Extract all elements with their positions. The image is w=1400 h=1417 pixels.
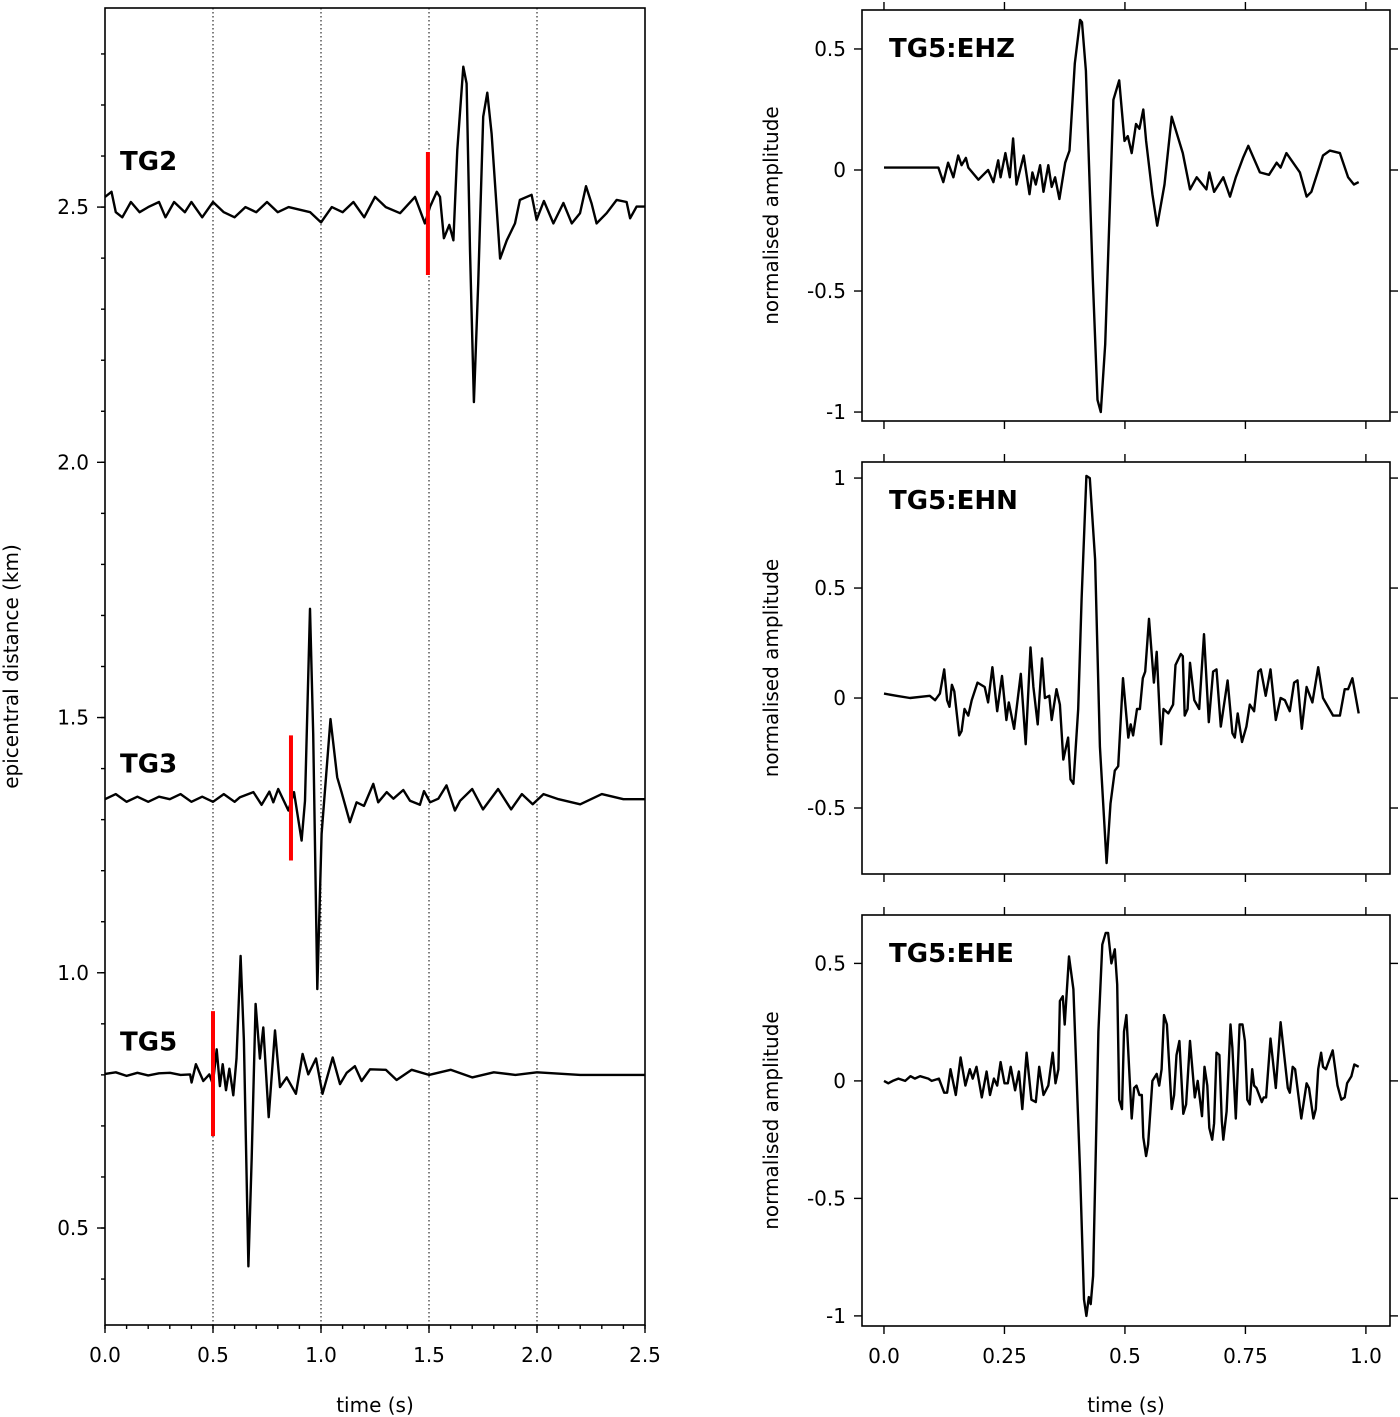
y-tick-label: 0 [833, 686, 846, 710]
x-tick-label: 2.5 [629, 1343, 661, 1367]
y-tick-label: 1 [833, 466, 846, 490]
y-tick-label: 0.5 [814, 37, 846, 61]
component-panel-tg5-ehe: 0.0 0.25 0.5 0.75 1.0 0.5 0 -0.5 -1 normalised am… [759, 907, 1398, 1417]
axes-frame [861, 461, 1391, 875]
x-tick-label: 1.5 [413, 1343, 445, 1367]
x-tick-label: 0.25 [982, 1344, 1027, 1368]
x-tick-label: 0.0 [89, 1343, 121, 1367]
component-panel-tg5-ehz: 0.5 0 -0.5 -1 normalised amplitude TG5:EHZ [759, 2, 1398, 429]
y-tick-label: 0.5 [814, 951, 846, 975]
y-tick-label: -0.5 [807, 279, 846, 303]
y-tick-label: -1 [826, 1304, 846, 1328]
station-label-tg3: TG3 [120, 749, 177, 779]
y-axis-label: normalised amplitude [759, 106, 783, 324]
y-tick-label: 0.5 [57, 1216, 89, 1240]
x-tick-label: 2.0 [521, 1343, 553, 1367]
panel-title: TG5:EHE [889, 939, 1014, 969]
y-tick-label: -1 [826, 400, 846, 424]
axes-frame [861, 914, 1391, 1327]
y-tick-label: -0.5 [807, 1186, 846, 1210]
y-tick-label: 1.5 [57, 706, 89, 730]
y-tick-label: 0 [833, 1069, 846, 1093]
y-tick-label: -0.5 [807, 796, 846, 820]
x-tick-label: 0.5 [197, 1343, 229, 1367]
y-tick-label: 0 [833, 158, 846, 182]
y-tick-label: 2.5 [57, 195, 89, 219]
x-tick-label: 1.0 [1350, 1344, 1382, 1368]
panel-title: TG5:EHZ [889, 34, 1015, 64]
x-axis-label: time (s) [1087, 1393, 1165, 1417]
x-tick-label: 0.75 [1223, 1344, 1268, 1368]
axes-frame [104, 7, 646, 1326]
component-panel-tg5-ehn: 1 0.5 0 -0.5 normalised amplitude TG5:EHN [759, 454, 1398, 882]
trace-tg5-ehz [884, 18, 1360, 414]
y-tick-label: 0.5 [814, 576, 846, 600]
station-label-tg2: TG2 [120, 147, 177, 177]
panel-title: TG5:EHN [889, 486, 1018, 516]
x-tick-label: 0.0 [868, 1344, 900, 1368]
x-tick-label: 0.5 [1109, 1344, 1141, 1368]
x-axis-label: time (s) [336, 1393, 414, 1417]
trace-tg5-ehe [883, 931, 1360, 1318]
trace-tg2 [104, 65, 645, 404]
y-tick-label: 1.0 [57, 961, 89, 985]
y-axis-label: normalised amplitude [759, 559, 783, 777]
y-axis-label: epicentral distance (km) [0, 544, 23, 789]
record-section-panel: 0.0 0.5 1.0 1.5 2.0 2.5 0.5 1.0 1.5 2.0 2.5 epicent… [0, 7, 661, 1417]
axes-frame [861, 9, 1391, 422]
y-tick-label: 2.0 [57, 450, 89, 474]
y-axis-label: normalised amplitude [759, 1011, 783, 1229]
trace-tg5 [104, 954, 645, 1268]
trace-tg3 [104, 607, 645, 991]
x-tick-label: 1.0 [305, 1343, 337, 1367]
station-label-tg5: TG5 [120, 1028, 177, 1058]
trace-tg5-ehn [883, 474, 1360, 865]
